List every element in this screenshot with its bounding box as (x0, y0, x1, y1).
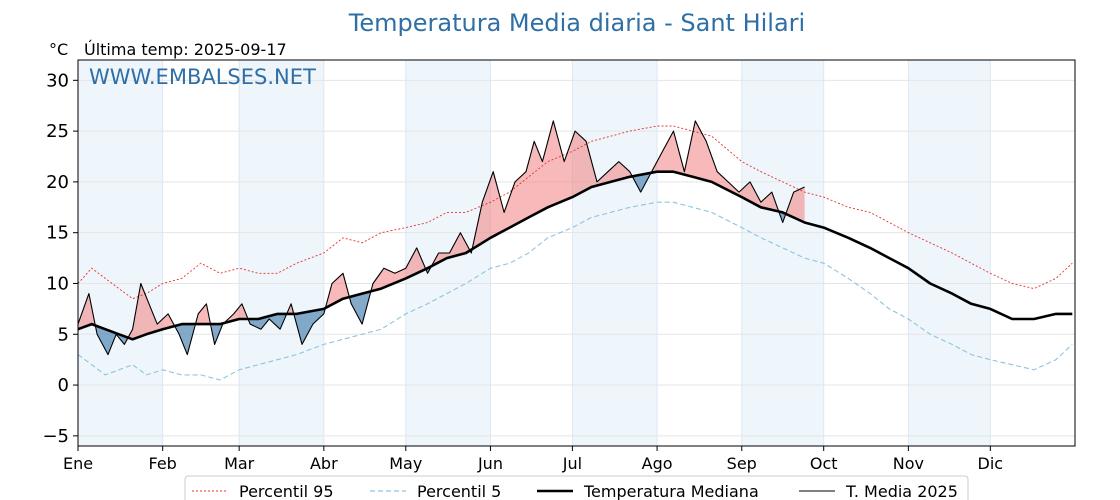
y-tick-label: 0 (58, 375, 69, 396)
series-lines (77, 120, 1073, 381)
month-band (239, 60, 324, 446)
x-tick-label: Nov (893, 454, 924, 473)
legend: Percentil 95 Percentil 5 Temperatura Med… (184, 475, 969, 500)
month-band (741, 60, 824, 446)
y-tick-label: 5 (58, 324, 69, 345)
month-band (78, 60, 163, 446)
x-tick-label: May (389, 454, 422, 473)
below-median-fill (211, 323, 223, 345)
x-tick-label: Abr (310, 454, 338, 473)
x-tick-label: Mar (224, 454, 255, 473)
legend-label-p95: Percentil 95 (239, 482, 334, 500)
below-median-fill (632, 173, 651, 193)
below-median-fill (349, 291, 371, 325)
last-temp-label: Última temp: 2025-09-17 (84, 40, 287, 59)
above-median-fill (326, 273, 349, 308)
watermark-text: WWW.EMBALSES.NET (89, 65, 316, 89)
legend-box (184, 475, 969, 500)
x-tick-label: Feb (149, 454, 177, 473)
legend-label-2025: T. Media 2025 (845, 482, 958, 500)
above-median-fill (371, 247, 425, 292)
month-band (908, 60, 991, 446)
x-tick-label: Ene (63, 454, 93, 473)
above-median-fill (287, 303, 294, 314)
above-median-fill (431, 232, 470, 267)
x-tick-label: Jul (562, 454, 582, 473)
legend-label-median: Temperatura Mediana (583, 482, 759, 500)
p95-line (77, 125, 1073, 300)
below-median-fill (295, 308, 326, 345)
below-median-fill (95, 325, 128, 355)
x-axis-ticks: Ene Feb Mar Abr May Jun Jul Ago Sep Oct Nov Dic (63, 446, 1003, 473)
x-tick-label: Jun (477, 454, 503, 473)
x-tick-label: Dic (978, 454, 1004, 473)
year-2025-line (77, 120, 805, 356)
below-median-fill (175, 324, 195, 355)
plot-frame (77, 59, 1076, 447)
x-tick-label: Sep (727, 454, 757, 473)
x-tick-label: Ago (642, 454, 673, 473)
y-tick-label: 30 (46, 70, 69, 91)
legend-label-p5: Percentil 5 (417, 482, 501, 500)
y-unit-label: °C (49, 40, 68, 59)
p5-line (77, 201, 1073, 381)
above-median-fill (195, 303, 211, 325)
x-tick-label: Oct (810, 454, 838, 473)
deviation-fills (78, 120, 805, 355)
y-tick-label: 20 (46, 172, 69, 193)
y-tick-label: 25 (46, 121, 69, 142)
chart-title: Temperatura Media diaria - Sant Hilari (348, 9, 805, 37)
above-median-fill (128, 283, 174, 340)
median-line (77, 170, 1073, 341)
above-median-fill (472, 120, 632, 249)
month-band (572, 60, 658, 446)
y-tick-label: 10 (46, 273, 69, 294)
y-axis-ticks: −5 0 5 10 15 20 25 30 (42, 70, 78, 447)
y-tick-label: −5 (42, 426, 69, 447)
month-bands (78, 60, 991, 446)
y-tick-label: 15 (46, 223, 69, 244)
above-median-fill (786, 187, 805, 223)
